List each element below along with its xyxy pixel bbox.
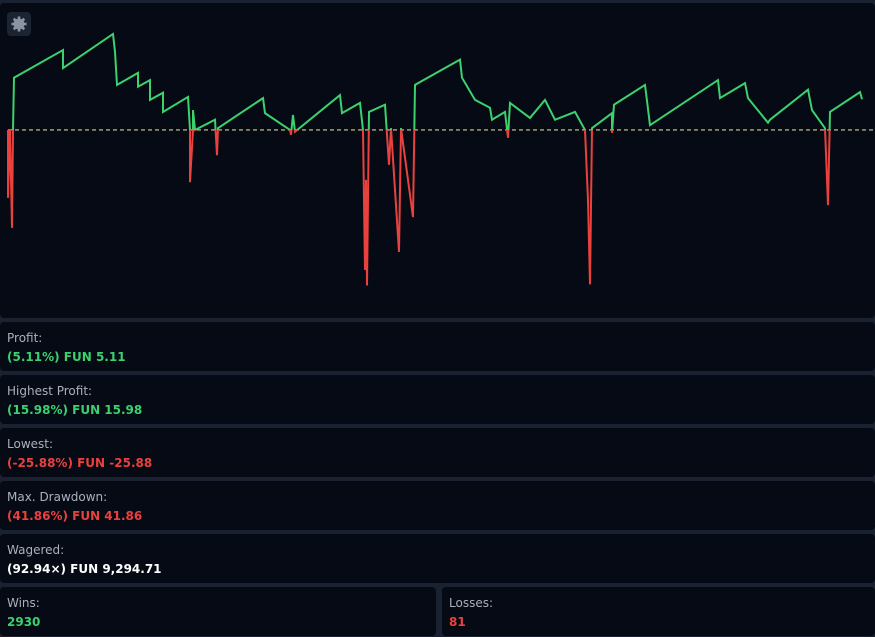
stat-value: (15.98%) FUN 15.98 (7, 403, 143, 417)
stat-panel: Highest Profit: (15.98%) FUN 15.98 (0, 375, 875, 424)
stat-label: Profit: (7, 331, 43, 345)
stat-panel: Wins: 2930 (0, 587, 436, 636)
stat-panel: Max. Drawdown: (41.86%) FUN 41.86 (0, 481, 875, 530)
stat-label: Lowest: (7, 437, 54, 451)
stat-panel: Profit: (5.11%) FUN 5.11 (0, 322, 875, 371)
stat-label: Wins: (7, 596, 40, 610)
stat-panel: Wagered: (92.94×) FUN 9,294.71 (0, 534, 875, 583)
stat-label: Wagered: (7, 543, 65, 557)
stat-value: (92.94×) FUN 9,294.71 (7, 562, 162, 576)
stat-value: 81 (449, 615, 466, 629)
profit-chart (0, 3, 875, 318)
stat-label: Max. Drawdown: (7, 490, 108, 504)
stat-value: 2930 (7, 615, 41, 629)
stat-value: (41.86%) FUN 41.86 (7, 509, 143, 523)
stat-panel: Losses: 81 (442, 587, 875, 636)
stat-label: Losses: (449, 596, 493, 610)
stat-label: Highest Profit: (7, 384, 93, 398)
stat-value: (-25.88%) FUN -25.88 (7, 456, 153, 470)
stat-value: (5.11%) FUN 5.11 (7, 350, 126, 364)
gear-icon (11, 16, 27, 32)
profit-line (7, 32, 863, 286)
stat-panel: Lowest: (-25.88%) FUN -25.88 (0, 428, 875, 477)
